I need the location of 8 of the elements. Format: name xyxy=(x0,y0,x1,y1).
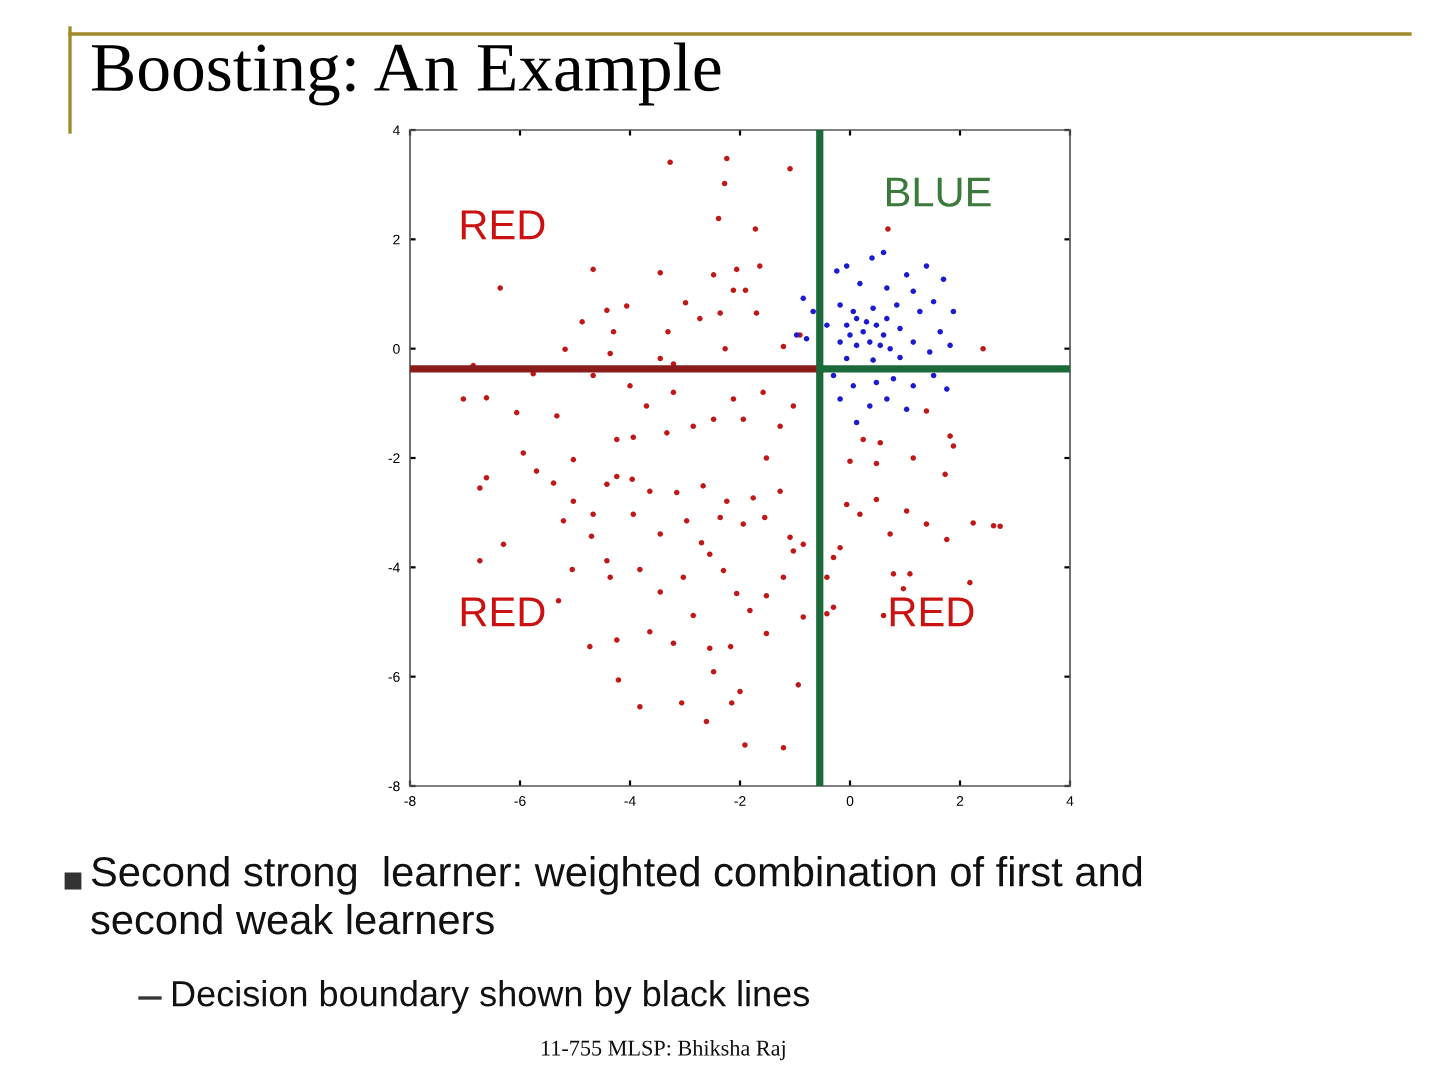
annotation: RED xyxy=(461,597,545,627)
annotation: RED xyxy=(461,210,545,240)
text: 11-755 MLSP: Bhiksha Raj xyxy=(541,1040,785,1061)
chart-title: Boosting: An Example xyxy=(92,42,721,106)
annotation: RED xyxy=(890,597,974,627)
text: Second strong learner: weighted combination of first and second weak learners xyxy=(91,856,1142,935)
text: Decision boundary shown by black lines xyxy=(172,980,810,1014)
annotation: BLUE xyxy=(886,177,991,207)
